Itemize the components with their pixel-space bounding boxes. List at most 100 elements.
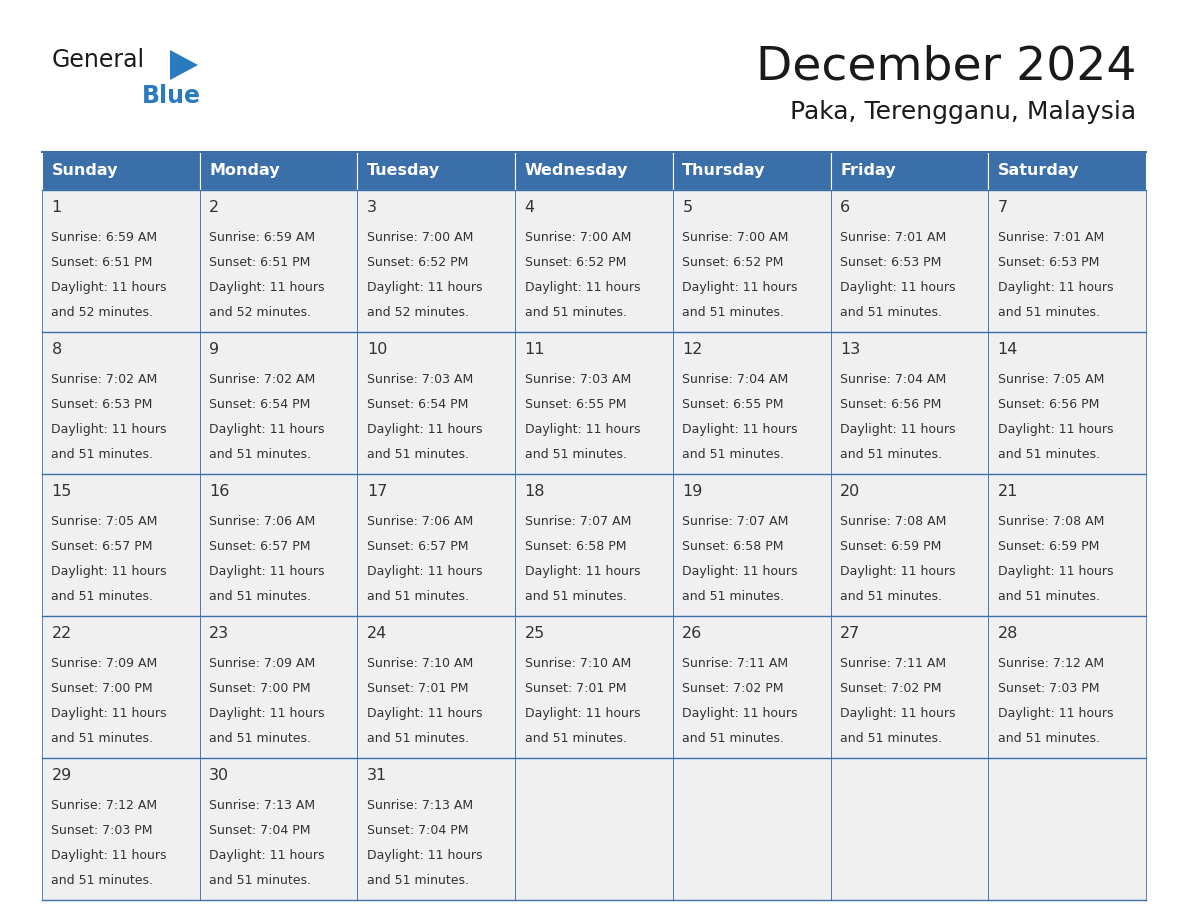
Text: Sunset: 7:03 PM: Sunset: 7:03 PM	[51, 824, 153, 837]
Text: Sunset: 6:52 PM: Sunset: 6:52 PM	[525, 256, 626, 269]
Text: Sunrise: 7:13 AM: Sunrise: 7:13 AM	[367, 800, 473, 812]
Text: and 51 minutes.: and 51 minutes.	[51, 874, 153, 887]
Bar	[830, 190, 988, 332]
Text: 31: 31	[367, 768, 387, 783]
Text: Sunrise: 7:04 AM: Sunrise: 7:04 AM	[840, 374, 947, 386]
Text: Sunrise: 7:01 AM: Sunrise: 7:01 AM	[840, 231, 947, 244]
Text: and 51 minutes.: and 51 minutes.	[682, 589, 784, 603]
Text: Daylight: 11 hours: Daylight: 11 hours	[367, 423, 482, 436]
Text: and 51 minutes.: and 51 minutes.	[682, 448, 784, 461]
Polygon shape	[170, 50, 198, 80]
Text: Sunset: 6:52 PM: Sunset: 6:52 PM	[682, 256, 784, 269]
Text: Daylight: 11 hours: Daylight: 11 hours	[998, 423, 1113, 436]
Text: Sunrise: 7:05 AM: Sunrise: 7:05 AM	[998, 374, 1104, 386]
Text: Sunset: 7:01 PM: Sunset: 7:01 PM	[525, 682, 626, 695]
Text: and 51 minutes.: and 51 minutes.	[998, 306, 1100, 319]
Text: Sunrise: 7:04 AM: Sunrise: 7:04 AM	[682, 374, 789, 386]
Text: 30: 30	[209, 768, 229, 783]
Text: Sunrise: 7:06 AM: Sunrise: 7:06 AM	[209, 515, 316, 528]
Text: Sunrise: 7:09 AM: Sunrise: 7:09 AM	[209, 657, 316, 670]
Text: Sunrise: 7:03 AM: Sunrise: 7:03 AM	[367, 374, 473, 386]
Text: 15: 15	[51, 484, 71, 499]
Text: Daylight: 11 hours: Daylight: 11 hours	[682, 281, 798, 294]
Text: 3: 3	[367, 200, 377, 215]
Bar	[830, 474, 988, 616]
Text: Daylight: 11 hours: Daylight: 11 hours	[209, 423, 324, 436]
Text: and 52 minutes.: and 52 minutes.	[367, 306, 469, 319]
Text: Sunset: 6:54 PM: Sunset: 6:54 PM	[367, 398, 468, 411]
Text: and 51 minutes.: and 51 minutes.	[998, 589, 1100, 603]
Text: 9: 9	[209, 341, 220, 357]
Text: and 52 minutes.: and 52 minutes.	[209, 306, 311, 319]
Bar	[672, 758, 830, 900]
Text: Sunset: 6:57 PM: Sunset: 6:57 PM	[209, 540, 311, 553]
Bar	[42, 332, 200, 474]
Text: Sunrise: 7:03 AM: Sunrise: 7:03 AM	[525, 374, 631, 386]
Bar	[516, 758, 672, 900]
Text: Sunset: 6:59 PM: Sunset: 6:59 PM	[840, 540, 941, 553]
Text: Daylight: 11 hours: Daylight: 11 hours	[51, 281, 168, 294]
Text: Sunrise: 7:12 AM: Sunrise: 7:12 AM	[998, 657, 1104, 670]
Text: Sunset: 6:53 PM: Sunset: 6:53 PM	[998, 256, 1099, 269]
Text: and 51 minutes.: and 51 minutes.	[209, 589, 311, 603]
Text: and 51 minutes.: and 51 minutes.	[209, 874, 311, 887]
Text: Sunset: 7:00 PM: Sunset: 7:00 PM	[51, 682, 153, 695]
Text: Sunset: 6:55 PM: Sunset: 6:55 PM	[525, 398, 626, 411]
Text: 27: 27	[840, 626, 860, 641]
Bar	[988, 332, 1146, 474]
Text: Wednesday: Wednesday	[525, 163, 628, 178]
Text: 7: 7	[998, 200, 1007, 215]
Text: Sunrise: 7:02 AM: Sunrise: 7:02 AM	[209, 374, 316, 386]
Text: and 51 minutes.: and 51 minutes.	[209, 448, 311, 461]
Bar	[516, 474, 672, 616]
Text: Daylight: 11 hours: Daylight: 11 hours	[209, 707, 324, 720]
Text: 28: 28	[998, 626, 1018, 641]
Text: Sunrise: 7:02 AM: Sunrise: 7:02 AM	[51, 374, 158, 386]
Text: December 2024: December 2024	[756, 45, 1136, 90]
Bar	[988, 152, 1146, 190]
Text: 2: 2	[209, 200, 220, 215]
Text: 12: 12	[682, 341, 702, 357]
Text: Sunrise: 7:08 AM: Sunrise: 7:08 AM	[840, 515, 947, 528]
Text: Sunrise: 7:06 AM: Sunrise: 7:06 AM	[367, 515, 473, 528]
Text: and 51 minutes.: and 51 minutes.	[840, 448, 942, 461]
Text: 23: 23	[209, 626, 229, 641]
Text: Daylight: 11 hours: Daylight: 11 hours	[525, 565, 640, 577]
Text: and 51 minutes.: and 51 minutes.	[51, 732, 153, 744]
Bar	[200, 190, 358, 332]
Text: Sunset: 6:52 PM: Sunset: 6:52 PM	[367, 256, 468, 269]
Text: 1: 1	[51, 200, 62, 215]
Text: and 51 minutes.: and 51 minutes.	[51, 448, 153, 461]
Bar	[42, 152, 200, 190]
Text: Sunrise: 7:00 AM: Sunrise: 7:00 AM	[682, 231, 789, 244]
Bar	[672, 616, 830, 758]
Text: Sunset: 7:04 PM: Sunset: 7:04 PM	[367, 824, 468, 837]
Text: 26: 26	[682, 626, 702, 641]
Bar	[358, 190, 516, 332]
Text: Daylight: 11 hours: Daylight: 11 hours	[51, 707, 168, 720]
Text: Sunrise: 7:11 AM: Sunrise: 7:11 AM	[682, 657, 789, 670]
Text: Daylight: 11 hours: Daylight: 11 hours	[682, 565, 798, 577]
Text: and 51 minutes.: and 51 minutes.	[367, 589, 469, 603]
Text: 6: 6	[840, 200, 851, 215]
Text: and 51 minutes.: and 51 minutes.	[998, 732, 1100, 744]
Bar	[516, 152, 672, 190]
Text: and 52 minutes.: and 52 minutes.	[51, 306, 153, 319]
Text: 13: 13	[840, 341, 860, 357]
Text: Sunrise: 7:07 AM: Sunrise: 7:07 AM	[682, 515, 789, 528]
Text: and 51 minutes.: and 51 minutes.	[840, 732, 942, 744]
Text: Daylight: 11 hours: Daylight: 11 hours	[367, 707, 482, 720]
Text: Sunrise: 7:07 AM: Sunrise: 7:07 AM	[525, 515, 631, 528]
Text: Daylight: 11 hours: Daylight: 11 hours	[209, 565, 324, 577]
Text: Sunset: 7:02 PM: Sunset: 7:02 PM	[682, 682, 784, 695]
Bar	[200, 152, 358, 190]
Bar	[516, 190, 672, 332]
Text: and 51 minutes.: and 51 minutes.	[367, 874, 469, 887]
Text: Daylight: 11 hours: Daylight: 11 hours	[51, 849, 168, 862]
Bar	[358, 474, 516, 616]
Text: 29: 29	[51, 768, 71, 783]
Text: Sunrise: 7:11 AM: Sunrise: 7:11 AM	[840, 657, 946, 670]
Bar	[358, 152, 516, 190]
Bar	[42, 474, 200, 616]
Bar	[830, 332, 988, 474]
